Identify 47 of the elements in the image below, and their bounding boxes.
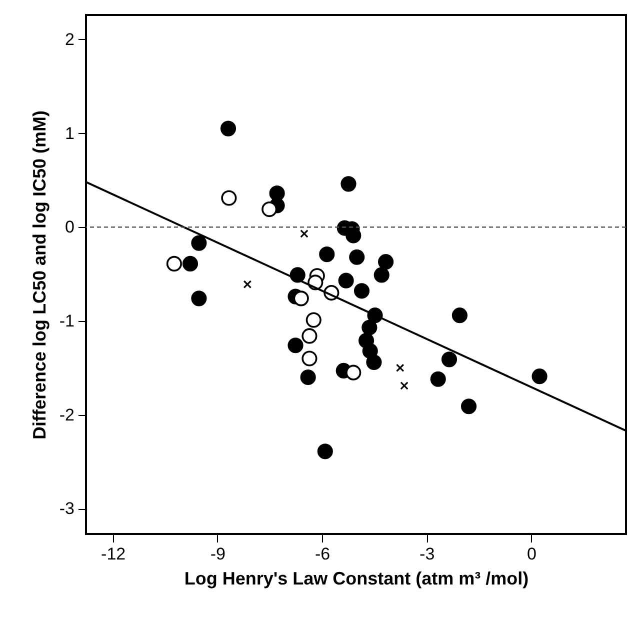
y-tick-label: -3 [59,499,74,518]
point [269,186,285,202]
point [366,354,382,370]
point [302,328,318,344]
x-tick-label: -6 [314,544,330,564]
x-tick-label: 0 [526,544,536,564]
point [191,290,207,306]
point [293,290,309,306]
point [346,364,362,380]
point [362,320,378,336]
point [400,382,408,390]
point [300,369,316,386]
point [374,267,390,283]
x-tick-label: -12 [101,544,126,564]
point [300,230,308,238]
point [182,256,198,272]
y-tick-label: 1 [65,124,74,143]
point [460,398,477,414]
point [441,352,458,368]
point [396,364,404,372]
y-tick-label: 0 [65,218,74,237]
point [430,371,446,387]
point [288,338,304,354]
point [317,444,333,460]
x-tick-label: -9 [210,544,226,564]
y-tick-label: -2 [59,405,74,424]
y-tick-label: -1 [59,311,74,330]
point [354,283,370,299]
point [319,246,335,262]
y-tick-label: 2 [65,30,74,49]
point [338,272,354,288]
point [221,190,237,206]
point [340,176,356,192]
point [378,254,394,270]
point [306,312,322,328]
x-tick-label: -3 [420,544,435,564]
point [532,368,548,384]
point [191,235,207,251]
y-axis-title: Difference log LC50 and log IC50 (mM) [29,110,50,440]
point [220,120,236,136]
point [452,308,468,324]
point [349,249,365,265]
point [302,350,318,366]
point [166,256,182,272]
point [243,280,252,289]
point [262,201,278,218]
x-axis-title: Log Henry's Law Constant (atm m³ /mol) [184,568,529,588]
